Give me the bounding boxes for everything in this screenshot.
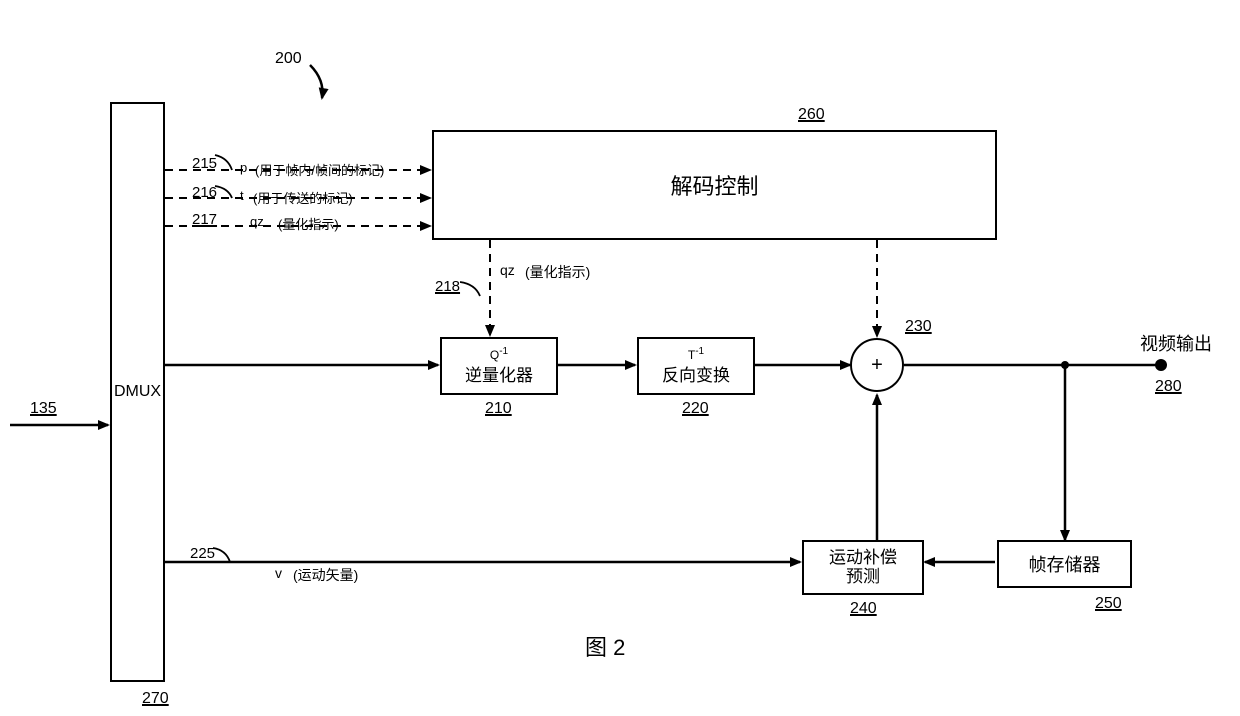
- video-out-label: 视频输出: [1140, 330, 1212, 356]
- mc-pred-line2: 预测: [846, 568, 880, 587]
- video-out-terminal: [1155, 359, 1167, 371]
- inv-q-formula: Q-1: [490, 347, 508, 361]
- sig-qz1-sym: qz: [250, 214, 264, 229]
- inverse-transform-block: T-1 反向变换: [637, 337, 755, 395]
- diagram-canvas: 200 135 DMUX 270 解码控制 260 215 p (用于帧内/帧间…: [0, 0, 1240, 716]
- ref-260: 260: [798, 106, 825, 124]
- ref-250: 250: [1095, 595, 1122, 613]
- sig-qz1-desc: (量化指示): [278, 214, 339, 233]
- connections-layer: [0, 0, 1240, 716]
- figure-caption: 图 2: [585, 630, 625, 662]
- sig-qz2-sym: qz: [500, 262, 515, 278]
- ref-210: 210: [485, 400, 512, 418]
- adder-node: +: [850, 338, 904, 392]
- inv-q-label: 逆量化器: [465, 361, 533, 386]
- sig-t-sym: t: [240, 188, 244, 203]
- frame-store-block: 帧存储器: [997, 540, 1132, 588]
- ref-217: 217: [192, 211, 217, 228]
- ref-230: 230: [905, 318, 932, 336]
- ref-240: 240: [850, 600, 877, 618]
- ref-200: 200: [275, 50, 302, 68]
- decode-control-block: 解码控制: [432, 130, 997, 240]
- sig-p-sym: p: [240, 160, 247, 175]
- inv-t-formula: T-1: [688, 347, 704, 361]
- sig-p-desc: (用于帧内/帧间的标记): [255, 160, 384, 179]
- adder-symbol: +: [871, 354, 883, 377]
- dmux-block: DMUX: [110, 102, 165, 682]
- frame-store-label: 帧存储器: [1029, 551, 1101, 577]
- dmux-label: DMUX: [114, 383, 161, 401]
- ref-270: 270: [142, 690, 169, 708]
- sig-v-desc: (运动矢量): [293, 565, 358, 585]
- ref-216: 216: [192, 184, 217, 201]
- inv-t-label: 反向变换: [662, 361, 730, 386]
- mc-pred-block: 运动补偿 预测: [802, 540, 924, 595]
- sig-v-sym: v: [275, 565, 282, 581]
- mc-pred-line1: 运动补偿: [829, 549, 897, 568]
- sig-qz2-desc: (量化指示): [525, 262, 590, 282]
- decode-control-label: 解码控制: [670, 169, 758, 201]
- ref-225: 225: [190, 545, 215, 562]
- ref-280: 280: [1155, 378, 1182, 396]
- ref-135: 135: [30, 400, 57, 418]
- ref-218: 218: [435, 278, 460, 295]
- ref-215: 215: [192, 155, 217, 172]
- sig-t-desc: (用于传送的标记): [253, 188, 353, 207]
- inverse-quantizer-block: Q-1 逆量化器: [440, 337, 558, 395]
- ref-220: 220: [682, 400, 709, 418]
